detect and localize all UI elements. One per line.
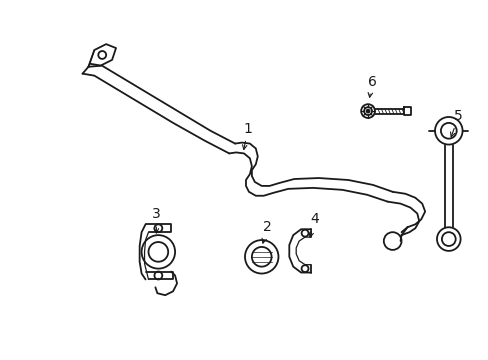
Text: 5: 5 [449, 109, 462, 137]
Text: 6: 6 [367, 75, 376, 97]
Circle shape [301, 230, 308, 237]
Circle shape [436, 227, 460, 251]
Circle shape [244, 240, 278, 274]
Circle shape [98, 51, 106, 59]
Circle shape [148, 242, 168, 262]
Circle shape [361, 104, 374, 118]
Circle shape [366, 109, 369, 113]
Text: 3: 3 [152, 207, 161, 233]
Text: 1: 1 [242, 122, 252, 149]
Circle shape [154, 271, 162, 279]
Circle shape [434, 117, 462, 145]
Circle shape [142, 235, 175, 269]
Circle shape [440, 123, 456, 139]
Text: 4: 4 [308, 212, 319, 237]
Circle shape [154, 224, 162, 232]
Circle shape [364, 107, 371, 115]
Circle shape [301, 265, 308, 272]
Text: 2: 2 [262, 220, 271, 243]
Circle shape [383, 232, 401, 250]
Circle shape [441, 232, 455, 246]
Circle shape [251, 247, 271, 267]
